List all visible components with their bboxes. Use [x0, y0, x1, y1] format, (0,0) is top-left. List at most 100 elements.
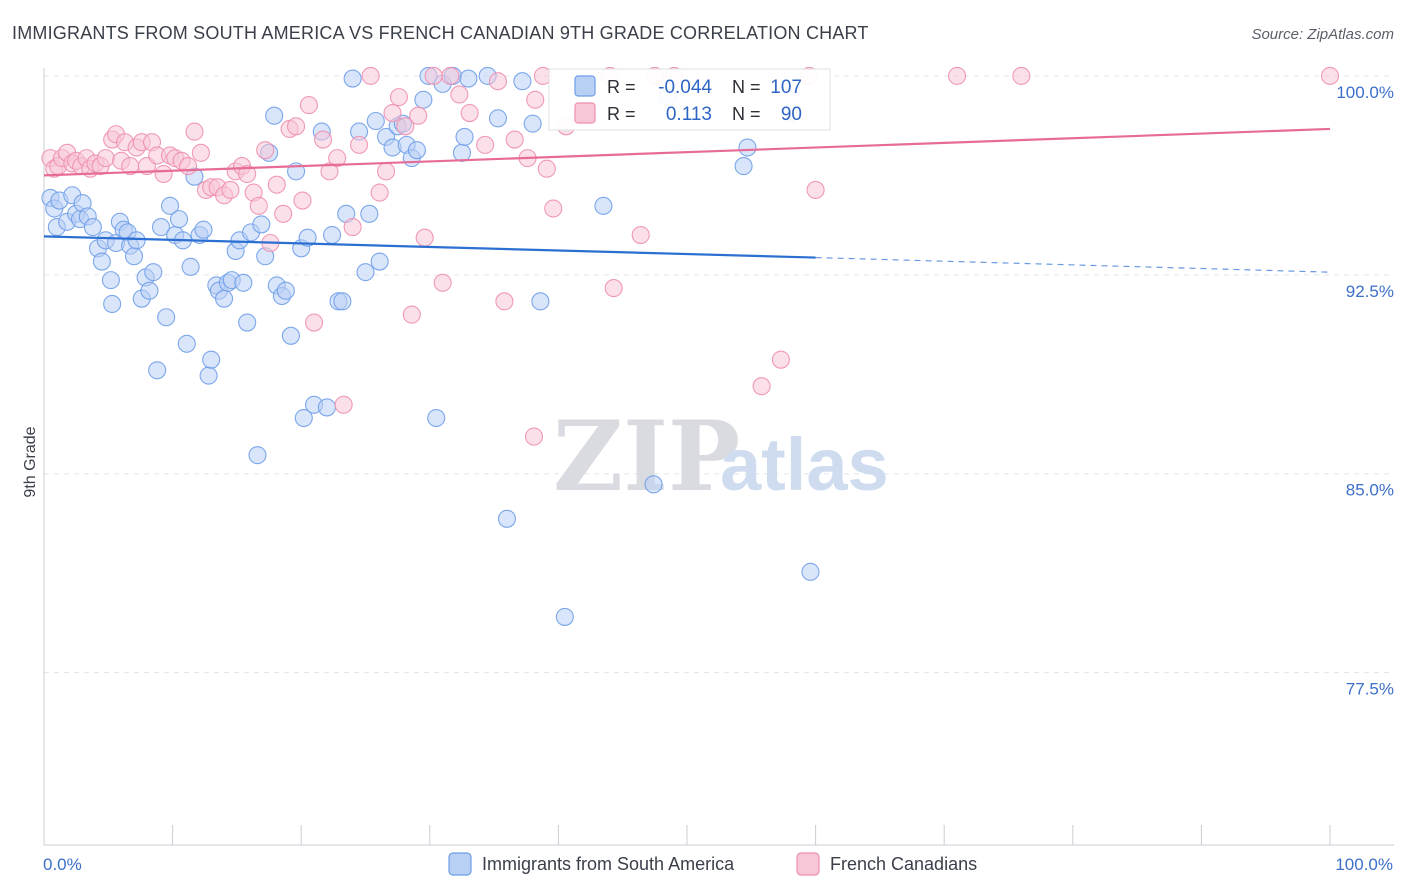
south-america-point-38 — [194, 220, 213, 239]
french-canadian-point-90 — [1320, 66, 1340, 85]
legend-swatch-south-america — [448, 852, 472, 876]
south-america-point-58 — [276, 281, 295, 300]
french-canadian-point-39 — [249, 196, 268, 215]
french-canadian-point-68 — [460, 103, 479, 123]
french-canadian-point-55 — [361, 66, 380, 85]
french-canadian-point-43 — [274, 204, 293, 223]
x-tick-label-0: 0.0% — [43, 855, 82, 874]
south-america-point-52 — [252, 215, 271, 234]
french-canadian-point-74 — [526, 90, 545, 109]
south-america-point-69 — [333, 292, 352, 311]
legend: Immigrants from South America French Can… — [448, 852, 977, 876]
french-canadian-point-85 — [771, 350, 790, 369]
south-america-point-55 — [265, 106, 284, 125]
south-america-point-93 — [488, 109, 508, 128]
south-america-point-29 — [157, 308, 176, 327]
south-america-point-95 — [513, 72, 532, 91]
french-canadian-point-50 — [320, 162, 339, 181]
stats-n-value-2: 90 — [781, 104, 802, 125]
y-tick-label-1: 92.5% — [1346, 282, 1394, 301]
stats-r-label-2: R = — [607, 104, 636, 124]
trend-line-south-america — [43, 235, 816, 259]
south-america-point-75 — [366, 111, 385, 131]
french-canadian-point-54 — [350, 135, 369, 154]
french-canadian-point-47 — [299, 96, 318, 115]
french-canadian-point-23 — [154, 164, 173, 184]
watermark: ZIP atlas — [553, 400, 889, 513]
french-canadian-point-12 — [96, 149, 115, 168]
south-america-point-84 — [414, 90, 433, 109]
french-canadian-point-46 — [293, 191, 312, 210]
south-america-point-26 — [144, 263, 163, 282]
south-america-point-99 — [594, 196, 613, 215]
stats-n-label-1: N = — [732, 77, 761, 97]
legend-label-french-canadians: French Canadians — [830, 854, 977, 874]
south-america-point-83 — [407, 141, 426, 160]
south-america-point-22 — [127, 231, 146, 250]
french-canadian-point-84 — [752, 377, 771, 396]
south-america-point-15 — [103, 294, 122, 314]
south-america-point-43 — [214, 289, 234, 308]
french-canadian-point-52 — [334, 395, 353, 414]
french-canadian-point-62 — [409, 106, 428, 125]
south-america-point-28 — [151, 218, 171, 237]
french-canadian-point-72 — [505, 130, 524, 149]
south-america-point-39 — [199, 366, 218, 385]
stats-swatch-pink — [574, 102, 596, 124]
south-america-point-10 — [83, 218, 102, 237]
french-canadian-point-56 — [370, 183, 389, 202]
trend-line-french-canadians — [43, 127, 1331, 177]
stats-r-label-1: R = — [607, 77, 636, 97]
french-canadian-point-37 — [238, 164, 257, 184]
french-canadian-point-77 — [537, 159, 556, 178]
french-canadian-point-60 — [396, 117, 415, 136]
french-canadian-point-70 — [488, 72, 508, 91]
series-french-canadians-points — [41, 66, 1340, 446]
stats-box: R = -0.044 N = 107 R = 0.113 N = 90 — [548, 68, 831, 131]
french-canadian-point-69 — [476, 135, 495, 154]
stats-r-value-1: -0.044 — [658, 77, 712, 98]
chart-source: Source: ZipAtlas.com — [1251, 26, 1394, 43]
stats-box-frame — [548, 68, 831, 131]
south-america-point-63 — [298, 228, 317, 247]
south-america-point-102 — [738, 138, 757, 157]
french-canadian-point-29 — [191, 143, 210, 162]
watermark-zip: ZIP — [553, 400, 740, 513]
french-canadian-point-65 — [433, 273, 452, 292]
stats-n-label-2: N = — [732, 104, 761, 124]
legend-label-south-america: Immigrants from South America — [482, 854, 735, 874]
south-america-point-25 — [140, 281, 159, 300]
french-canadian-point-42 — [267, 175, 286, 194]
french-canadian-point-82 — [631, 225, 650, 245]
french-canadian-point-76 — [524, 427, 544, 446]
south-america-point-48 — [234, 273, 253, 292]
south-america-point-100 — [644, 475, 663, 494]
french-canadian-point-89 — [1012, 66, 1031, 85]
french-canadian-point-63 — [415, 228, 434, 247]
south-america-point-67 — [323, 225, 342, 245]
south-america-point-12 — [92, 252, 111, 271]
y-tick-labels: 100.0% 92.5% 85.0% 77.5% — [1336, 83, 1394, 699]
french-canadian-point-45 — [287, 117, 306, 136]
trend-line-south-america-extension — [815, 256, 1331, 273]
south-america-point-35 — [181, 257, 200, 276]
south-america-point-76 — [370, 252, 389, 271]
french-canadian-point-71 — [495, 292, 514, 311]
x-tick-labels: 0.0% 100.0% — [43, 855, 1393, 874]
chart-title: IMMIGRANTS FROM SOUTH AMERICA VS FRENCH … — [12, 23, 869, 43]
south-america-point-91 — [459, 69, 478, 88]
french-canadian-point-81 — [604, 279, 623, 298]
south-america-point-21 — [124, 247, 144, 266]
french-canadian-point-28 — [185, 122, 204, 141]
y-tick-label-0: 100.0% — [1336, 83, 1394, 102]
south-america-point-97 — [531, 292, 550, 311]
stats-n-value-1: 107 — [770, 77, 802, 98]
watermark-atlas: atlas — [720, 423, 889, 506]
y-tick-label-3: 77.5% — [1346, 680, 1394, 699]
south-america-point-30 — [160, 196, 180, 215]
french-canadian-point-88 — [948, 66, 967, 85]
y-axis-label: 9th Grade — [22, 426, 39, 497]
french-canadian-point-64 — [424, 66, 443, 85]
south-america-point-73 — [356, 263, 375, 282]
